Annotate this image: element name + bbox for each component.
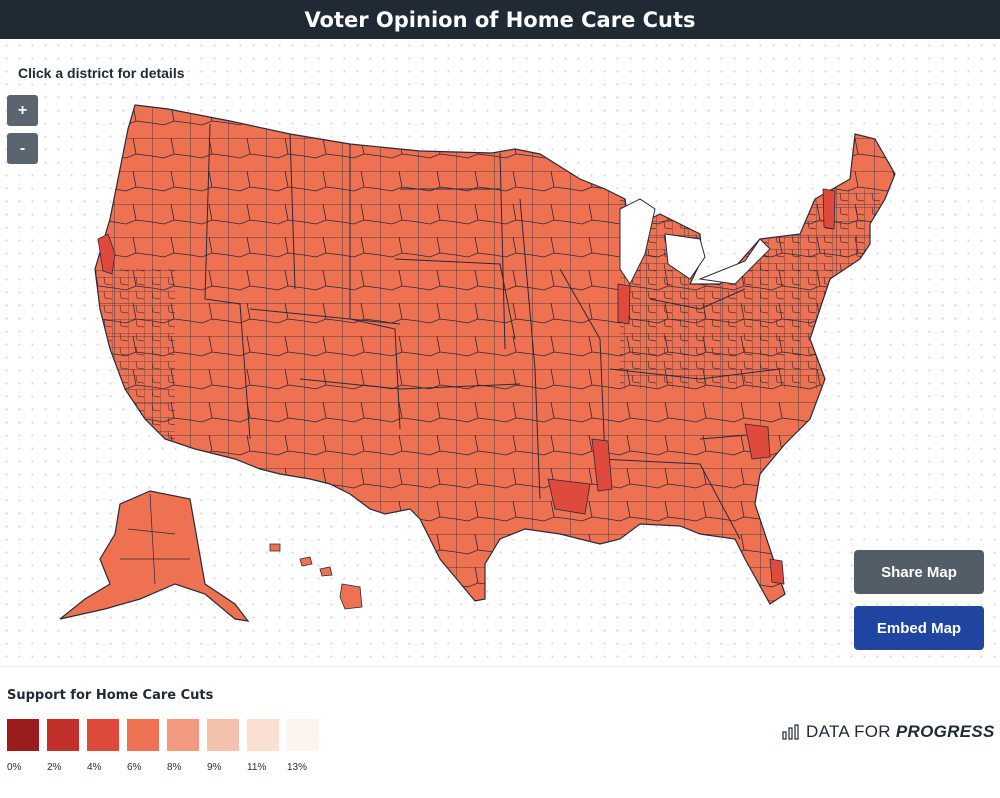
bar-chart-icon [782,724,799,740]
legend-swatch [127,719,159,751]
page-header: Voter Opinion of Home Care Cuts [0,0,1000,39]
contiguous-us[interactable] [90,99,910,609]
alaska[interactable] [59,490,250,622]
zoom-in-button[interactable]: + [7,95,38,126]
legend-swatch-label: 8% [167,762,182,773]
legend-swatch [287,719,319,751]
zoom-out-button[interactable]: - [7,133,38,164]
legend-swatch-label: 6% [127,762,142,773]
legend-swatch-label: 4% [87,762,102,773]
legend-swatch-label: 2% [47,762,62,773]
legend-swatch [87,719,119,751]
brand-logo: DATA FOR PROGRESS [782,722,995,742]
brand-prefix: DATA FOR [806,722,891,741]
brand-name: PROGRESS [895,722,995,741]
legend-swatch [247,719,279,751]
legend-swatch [167,719,199,751]
legend-panel [0,666,1000,798]
map-area[interactable] [0,39,1000,666]
legend-swatch [47,719,79,751]
legend-swatch-label: 11% [247,762,267,773]
legend-swatch [207,719,239,751]
embed-map-button[interactable]: Embed Map [854,606,984,650]
page-title: Voter Opinion of Home Care Cuts [304,7,696,32]
district-map[interactable] [0,39,1000,666]
legend-swatch-label: 0% [7,762,22,773]
legend-swatch [7,719,39,751]
legend-swatch-label: 9% [207,762,222,773]
legend-swatch-label: 13% [287,762,308,773]
map-instructions: Click a district for details [18,65,185,81]
share-map-button[interactable]: Share Map [854,550,984,594]
legend-title: Support for Home Care Cuts [7,688,214,703]
hawaii[interactable] [269,543,363,610]
